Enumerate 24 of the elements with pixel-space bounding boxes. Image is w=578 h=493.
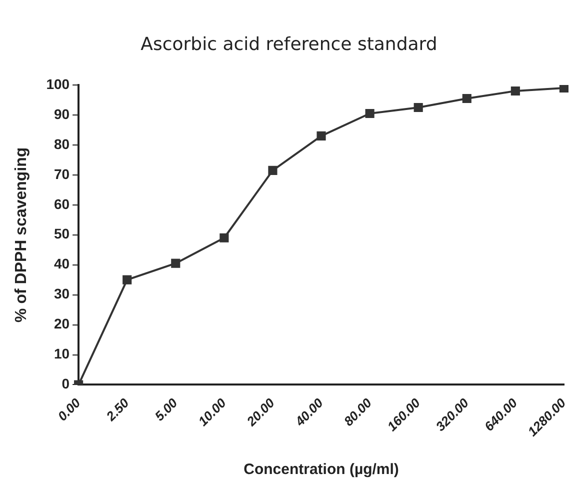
point bbox=[365, 108, 374, 118]
point bbox=[122, 275, 132, 284]
y-tick-label: 50 bbox=[54, 226, 70, 242]
y-tick-label: 80 bbox=[54, 136, 70, 152]
point bbox=[220, 233, 229, 242]
x-axis-title: Concentration (µg/ml) bbox=[244, 461, 399, 478]
y-tick-label: 60 bbox=[54, 196, 70, 212]
y-tick-label: 100 bbox=[46, 76, 70, 92]
y-tick-label: 90 bbox=[54, 106, 70, 122]
point bbox=[510, 86, 520, 96]
y-axis-title: % of DPPH scavenging bbox=[13, 147, 30, 322]
y-tick-label: 30 bbox=[54, 286, 70, 302]
point bbox=[268, 166, 278, 175]
chart-title: Ascorbic acid reference standard bbox=[140, 34, 438, 55]
y-tick-label: 20 bbox=[54, 316, 70, 332]
point bbox=[414, 102, 423, 112]
point bbox=[559, 85, 569, 93]
point bbox=[462, 94, 472, 104]
y-tick-label: 70 bbox=[54, 166, 70, 182]
y-tick-label: 40 bbox=[54, 256, 70, 272]
y-tick-label: 0 bbox=[62, 376, 70, 392]
point bbox=[171, 258, 180, 268]
point bbox=[316, 131, 326, 140]
y-tick-label: 10 bbox=[54, 346, 70, 362]
